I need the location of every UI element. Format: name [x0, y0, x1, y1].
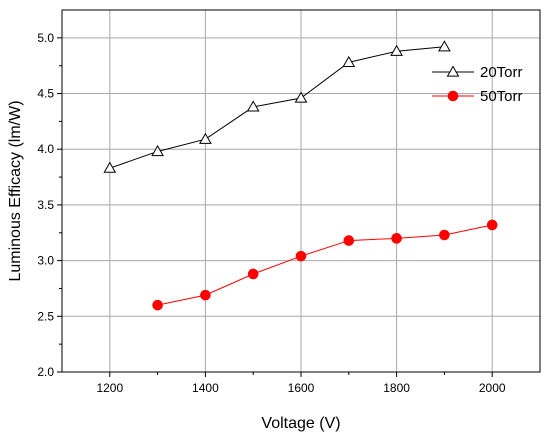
- data-point: [439, 229, 450, 241]
- data-point: [343, 235, 355, 246]
- series-50torr: [152, 219, 498, 311]
- legend-label: 20Torr: [480, 64, 523, 81]
- y-tick-label: 4.0: [37, 142, 54, 156]
- grid: [62, 10, 540, 373]
- data-point: [295, 250, 307, 262]
- data-point: [391, 233, 402, 244]
- data-point: [103, 161, 117, 173]
- legend-marker: [447, 90, 459, 102]
- series-line: [109, 46, 445, 169]
- x-tick-label: 1800: [383, 381, 410, 395]
- data-point: [438, 40, 451, 52]
- data-point: [342, 55, 356, 67]
- series-line: [157, 224, 493, 306]
- legend: 20Torr 50Torr: [432, 64, 523, 105]
- y-tick-label: 2.0: [37, 365, 54, 379]
- y-axis-title: Luminous Efficacy (lm/W): [7, 100, 24, 281]
- series-20torr: [103, 40, 451, 173]
- axes: 1200 1400 1600 1800 2000 2.0 2.5 3.0 3.5 4.0 4.5 5.…: [37, 31, 506, 395]
- legend-marker: [446, 65, 460, 77]
- series-layer: [103, 40, 498, 311]
- data-point: [151, 144, 164, 157]
- x-tick-label: 1600: [288, 381, 315, 395]
- x-tick-label: 2000: [479, 381, 506, 395]
- x-tick-label: 1400: [192, 381, 219, 395]
- y-tick-label: 3.0: [37, 254, 54, 268]
- y-tick-label: 5.0: [37, 31, 54, 45]
- data-point: [246, 100, 260, 112]
- data-point: [486, 219, 498, 231]
- y-tick-label: 4.5: [37, 87, 54, 101]
- x-axis-title: Voltage (V): [261, 415, 340, 432]
- data-point: [390, 44, 403, 56]
- x-tick-label: 1200: [96, 381, 123, 395]
- data-point: [247, 268, 259, 280]
- data-point: [294, 91, 308, 103]
- data-point: [199, 132, 212, 144]
- data-point: [152, 299, 163, 311]
- y-tick-label: 2.5: [37, 309, 54, 323]
- data-point: [200, 289, 211, 301]
- y-tick-label: 3.5: [37, 198, 54, 212]
- legend-label: 50Torr: [480, 88, 523, 105]
